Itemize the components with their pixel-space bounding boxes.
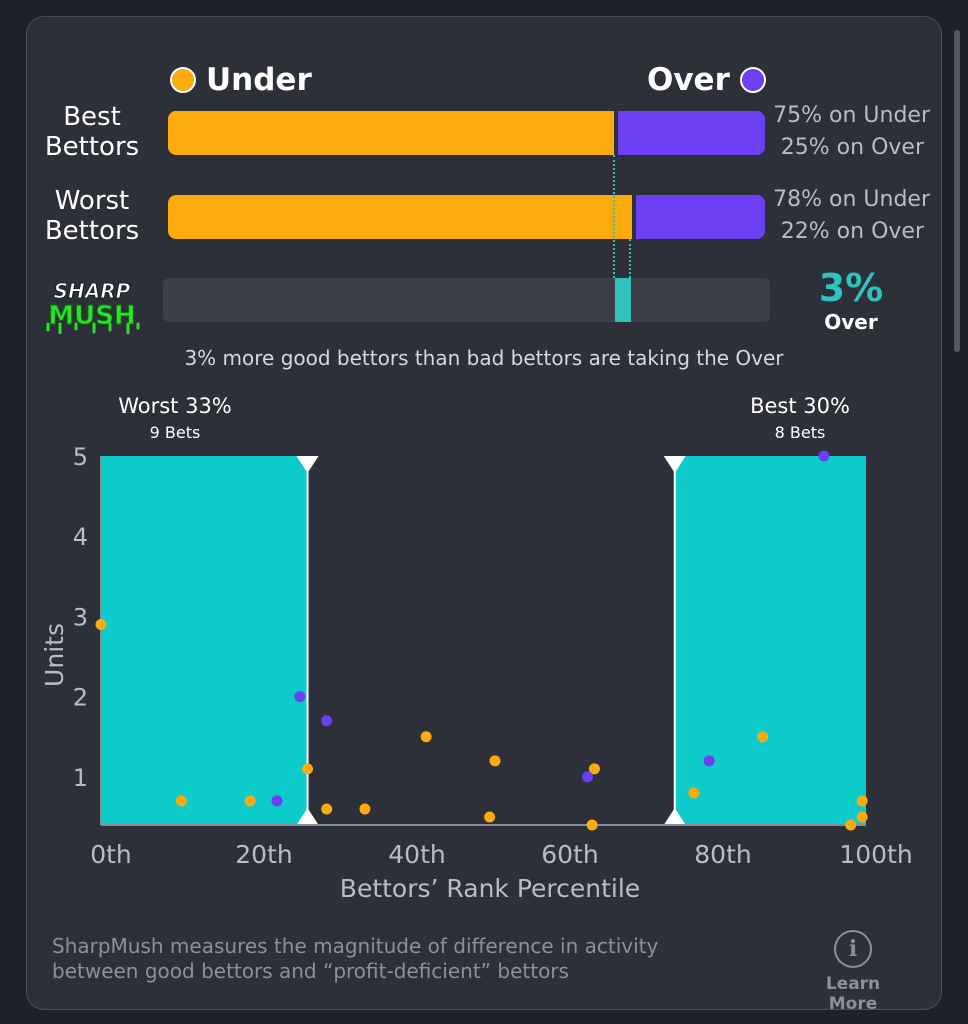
worst-label-line1: Worst (54, 186, 130, 216)
under-bet-point (175, 795, 187, 807)
under-bet-point (489, 755, 501, 767)
over-bet-point (582, 771, 594, 783)
best-region-bets: 8 Bets (775, 423, 826, 442)
x-tick-label: 100th (839, 840, 912, 869)
y-tick-label: 5 (73, 443, 88, 471)
boundary-handle-top-icon (296, 456, 319, 473)
over-label: Over (647, 62, 730, 98)
learn-more-label: Learn More (825, 974, 881, 1014)
x-tick-label: 0th (90, 840, 132, 869)
under-bet-point (588, 763, 600, 775)
under-bet-point (95, 618, 107, 630)
sharpmush-track (163, 278, 770, 322)
footer-line2: between good bettors and “profit-deficie… (52, 959, 569, 983)
boundary-handle-bottom-icon (663, 808, 686, 825)
over-dot-icon (739, 67, 766, 93)
legend-over: Over (647, 62, 766, 98)
x-tick-label: 40th (388, 840, 445, 869)
worst-under-bar (168, 195, 632, 239)
sharpmush-summary: 3% more good bettors than bad bettors ar… (184, 346, 784, 370)
best-label-line2: Bettors (44, 132, 140, 162)
over-bet-point (271, 795, 283, 807)
under-label: Under (206, 62, 312, 98)
under-bet-point (359, 803, 371, 815)
under-bet-point (845, 819, 857, 831)
best-label-line1: Best (63, 102, 121, 132)
sharpmush-value: 3% (818, 266, 884, 310)
x-tick-label: 20th (235, 840, 292, 869)
rank-scatter-chart: Worst 33% 9 Bets Best 30% 8 Bets 1 2 3 4 5 0t… (40, 394, 913, 903)
under-bet-point (302, 763, 314, 775)
worst-region-bets: 9 Bets (150, 423, 201, 442)
over-bet-point (294, 691, 306, 703)
boundary-handle-bottom-icon (296, 808, 319, 825)
best-over-bar (617, 111, 765, 155)
x-tick-label: 60th (541, 840, 598, 869)
under-bet-point (244, 795, 256, 807)
y-axis-title: Units (40, 623, 69, 687)
best-split-line (613, 155, 615, 322)
best-over-pct: 25% on Over (780, 135, 924, 160)
x-axis-title: Bettors’ Rank Percentile (340, 874, 640, 903)
under-bet-point (586, 819, 598, 831)
best-region-label: Best 30% (750, 394, 850, 418)
footer-description: SharpMush measures the magnitude of diff… (52, 934, 772, 984)
worst-over-pct: 22% on Over (780, 219, 924, 244)
best-under-pct: 75% on Under (773, 103, 930, 128)
under-bet-point (484, 811, 496, 823)
under-bet-point (688, 787, 700, 799)
under-bet-point (856, 811, 868, 823)
under-dot-icon (170, 67, 196, 93)
svg-text:MUSH: MUSH (48, 301, 135, 331)
sharpmush-logo: SHARP MUSH (46, 279, 140, 334)
under-bet-point (321, 803, 333, 815)
y-tick-label: 2 (73, 684, 88, 712)
best-bettors-label: Best Bettors (44, 102, 140, 162)
over-bet-point (703, 755, 715, 767)
legend-under: Under (170, 62, 312, 98)
region-worst (101, 456, 308, 825)
learn-more-button[interactable]: i Learn More (800, 930, 906, 1014)
boundary-handle-top-icon (663, 456, 686, 473)
under-bet-point (420, 731, 432, 743)
worst-region-label: Worst 33% (118, 394, 232, 418)
over-bet-point (818, 450, 830, 462)
worst-label-line2: Bettors (44, 216, 140, 246)
footer-line1: SharpMush measures the magnitude of diff… (52, 934, 659, 958)
y-tick-label: 3 (73, 603, 88, 631)
worst-under-pct: 78% on Under (773, 187, 930, 212)
sharpmush-side: Over (824, 310, 878, 334)
best-under-bar (168, 111, 614, 155)
x-tick-label: 80th (694, 840, 751, 869)
worst-bettors-label: Worst Bettors (44, 186, 140, 246)
under-bet-point (757, 731, 769, 743)
y-tick-label: 4 (73, 523, 88, 551)
scrollbar[interactable] (954, 30, 960, 352)
y-tick-label: 1 (73, 764, 88, 792)
under-bet-point (856, 795, 868, 807)
sharpmush-diff-fill (615, 278, 631, 322)
worst-over-bar (635, 195, 765, 239)
region-best (674, 456, 866, 825)
over-bet-point (321, 715, 333, 727)
svg-text:SHARP: SHARP (54, 279, 131, 303)
info-icon: i (834, 930, 872, 968)
